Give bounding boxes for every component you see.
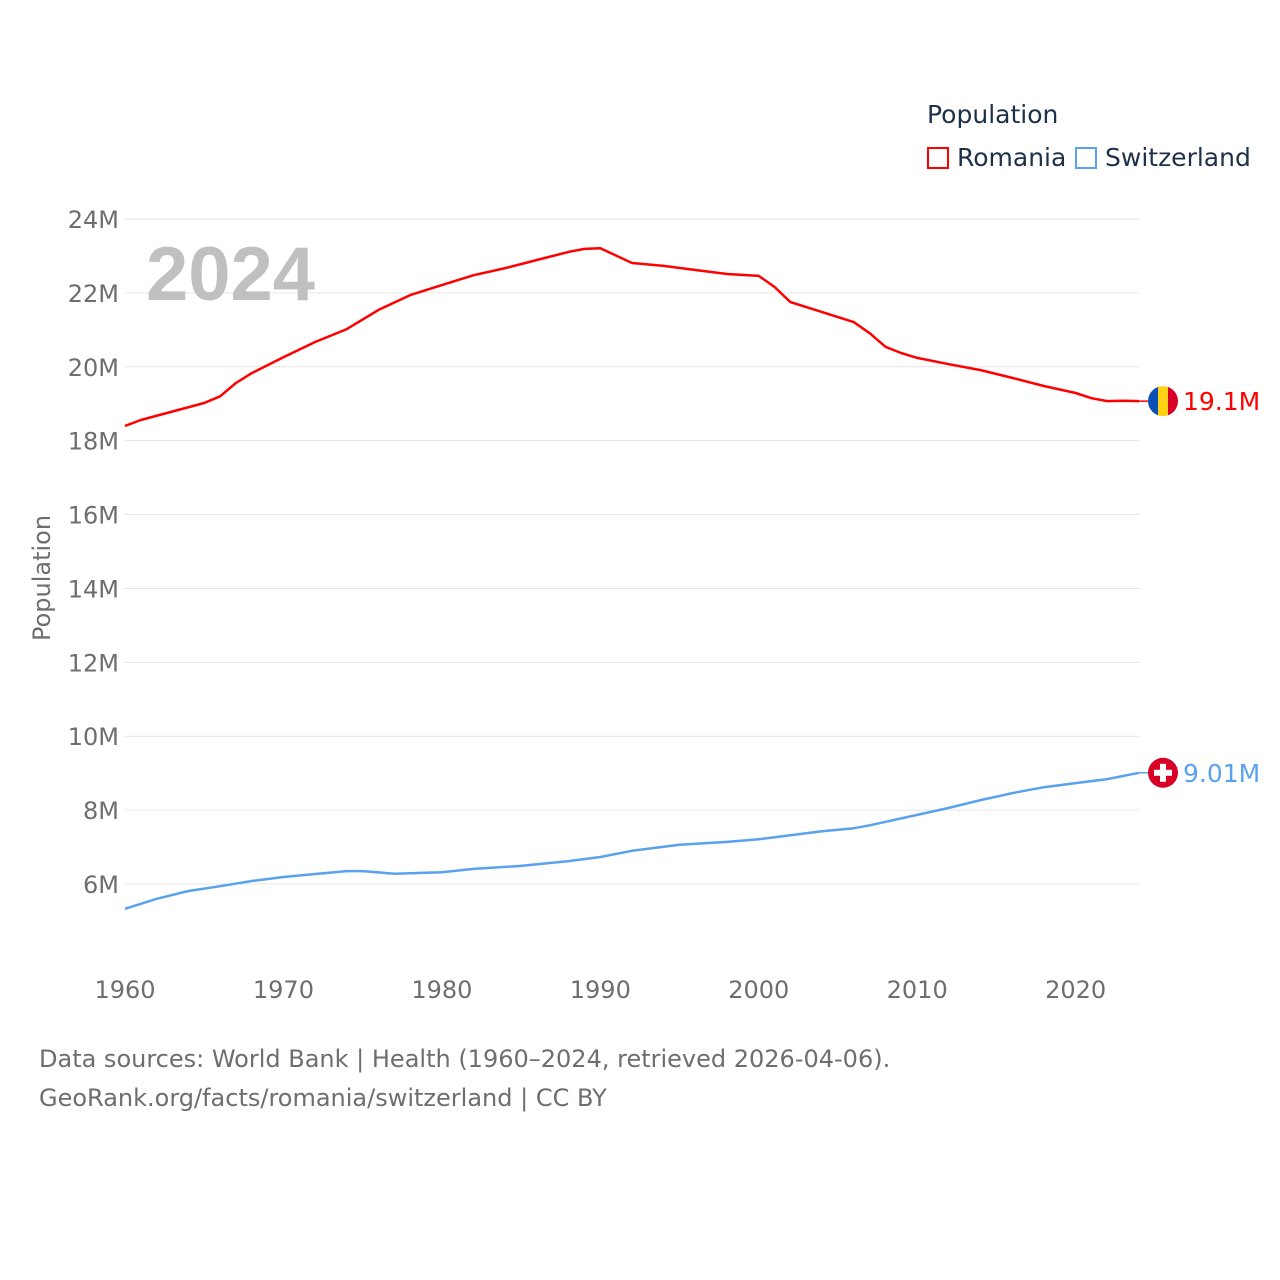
flag-yellow [1158, 386, 1168, 417]
x-axis: 1960 1970 1980 1990 2000 2010 2020 [94, 976, 1106, 1004]
legend-label: Switzerland [1105, 143, 1251, 172]
romania-flag-icon [1148, 386, 1178, 417]
y-tick-label: 24M [68, 206, 119, 234]
cross-h [1154, 769, 1172, 776]
legend-swatch-romania [927, 146, 949, 169]
flag-blue [1148, 386, 1158, 417]
switzerland-flag-icon [1148, 757, 1178, 788]
legend-label: Romania [957, 143, 1067, 172]
legend-swatch-switzerland [1075, 146, 1097, 169]
y-tick-label: 18M [68, 428, 119, 456]
legend-item-romania[interactable]: Romania [927, 143, 1066, 172]
grid [125, 218, 1139, 885]
y-tick-label: 14M [68, 575, 119, 603]
y-tick-label: 8M [83, 797, 119, 825]
y-axis-label: Population [28, 515, 56, 641]
footer-link[interactable]: GeoRank.org/facts/romania/switzerland | … [39, 1084, 607, 1112]
x-tick-label: 2000 [728, 976, 789, 1004]
end-value-label: 19.1M [1183, 387, 1260, 416]
x-tick-label: 2020 [1045, 976, 1106, 1004]
legend-item-switzerland[interactable]: Switzerland [1075, 143, 1251, 172]
x-tick-label: 1990 [570, 976, 631, 1004]
year-watermark: 2024 [146, 232, 315, 317]
series-lines: 19.1M 9.01M [124, 246, 1260, 910]
romania-flag-stripes [1148, 386, 1178, 417]
series-line-switzerland [124, 771, 1140, 910]
end-value-label: 9.01M [1183, 759, 1260, 788]
y-tick-label: 22M [68, 280, 119, 308]
series-line-romania [124, 246, 1140, 428]
y-axis: 6M 8M 10M 12M 14M 16M 18M 20M 22M 24M [68, 206, 119, 899]
y-tick-label: 6M [83, 871, 119, 899]
y-tick-label: 12M [68, 649, 119, 677]
x-tick-label: 1960 [94, 976, 155, 1004]
footer-sources: Data sources: World Bank | Health (1960–… [39, 1045, 891, 1073]
y-tick-label: 16M [68, 502, 119, 530]
x-tick-label: 2010 [887, 976, 948, 1004]
x-tick-label: 1980 [411, 976, 472, 1004]
legend-title: Population [927, 100, 1059, 129]
y-tick-label: 20M [68, 354, 119, 382]
y-tick-label: 10M [68, 723, 119, 751]
flag-red [1168, 386, 1178, 417]
x-tick-label: 1970 [253, 976, 314, 1004]
